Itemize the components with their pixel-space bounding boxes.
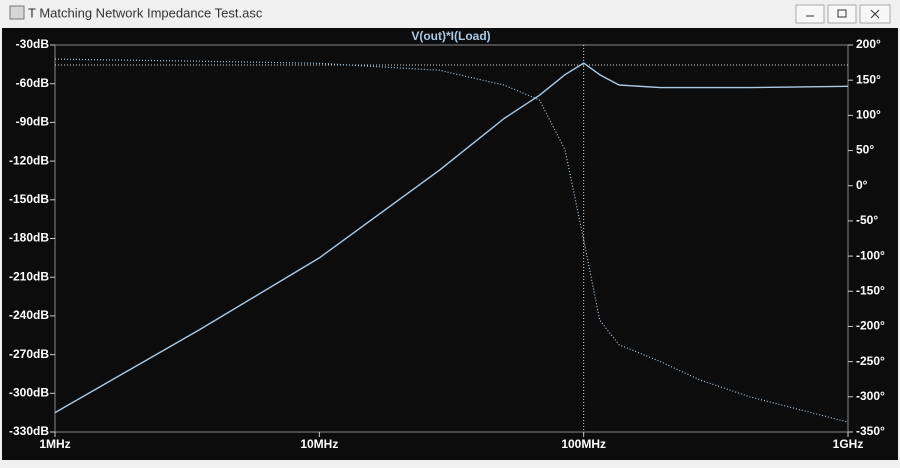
y-tick-label: -30dB bbox=[16, 37, 50, 51]
plot-pane bbox=[2, 28, 898, 460]
y-tick-label: -120dB bbox=[9, 153, 49, 167]
trace-title[interactable]: V(out)*I(Load) bbox=[411, 29, 490, 43]
y2-tick-label: -50° bbox=[856, 213, 878, 227]
maximize-button[interactable] bbox=[827, 4, 857, 24]
y2-tick-label: -200° bbox=[856, 319, 885, 333]
y-tick-label: -270dB bbox=[9, 347, 49, 361]
y2-tick-label: 200° bbox=[856, 37, 881, 51]
y2-tick-label: -300° bbox=[856, 389, 885, 403]
y-tick-label: -60dB bbox=[16, 76, 50, 90]
y2-tick-label: 50° bbox=[856, 143, 874, 157]
y-tick-label: -330dB bbox=[9, 424, 49, 438]
y2-tick-label: 0° bbox=[856, 178, 868, 192]
y2-tick-label: -150° bbox=[856, 283, 885, 297]
y2-tick-label: -250° bbox=[856, 354, 885, 368]
close-icon bbox=[870, 9, 880, 19]
x-tick-label: 1MHz bbox=[39, 437, 70, 451]
y2-tick-label: -100° bbox=[856, 248, 885, 262]
y2-tick-label: 150° bbox=[856, 72, 881, 86]
minimize-button[interactable] bbox=[795, 4, 825, 24]
app-icon bbox=[9, 5, 25, 20]
y2-tick-label: 100° bbox=[856, 108, 881, 122]
y-tick-label: -90dB bbox=[16, 115, 50, 129]
y-tick-label: -210dB bbox=[9, 269, 49, 283]
maximize-icon bbox=[837, 9, 847, 18]
y-tick-label: -150dB bbox=[9, 192, 49, 206]
x-tick-label: 100MHz bbox=[561, 437, 606, 451]
x-tick-label: 1GHz bbox=[833, 437, 864, 451]
y-tick-label: -240dB bbox=[9, 308, 49, 322]
x-tick-label: 10MHz bbox=[300, 437, 338, 451]
phase-trace bbox=[54, 58, 849, 423]
plot: -30dB -60dB -90dB -120dB -150dB -180dB -210dB -… bbox=[9, 37, 885, 451]
window-title: T Matching Network Impedance Test.asc bbox=[28, 5, 263, 20]
y-tick-label: -180dB bbox=[9, 231, 49, 245]
y2-tick-label: -350° bbox=[856, 424, 885, 438]
y-tick-label: -300dB bbox=[9, 385, 49, 399]
magnitude-trace bbox=[54, 62, 849, 414]
